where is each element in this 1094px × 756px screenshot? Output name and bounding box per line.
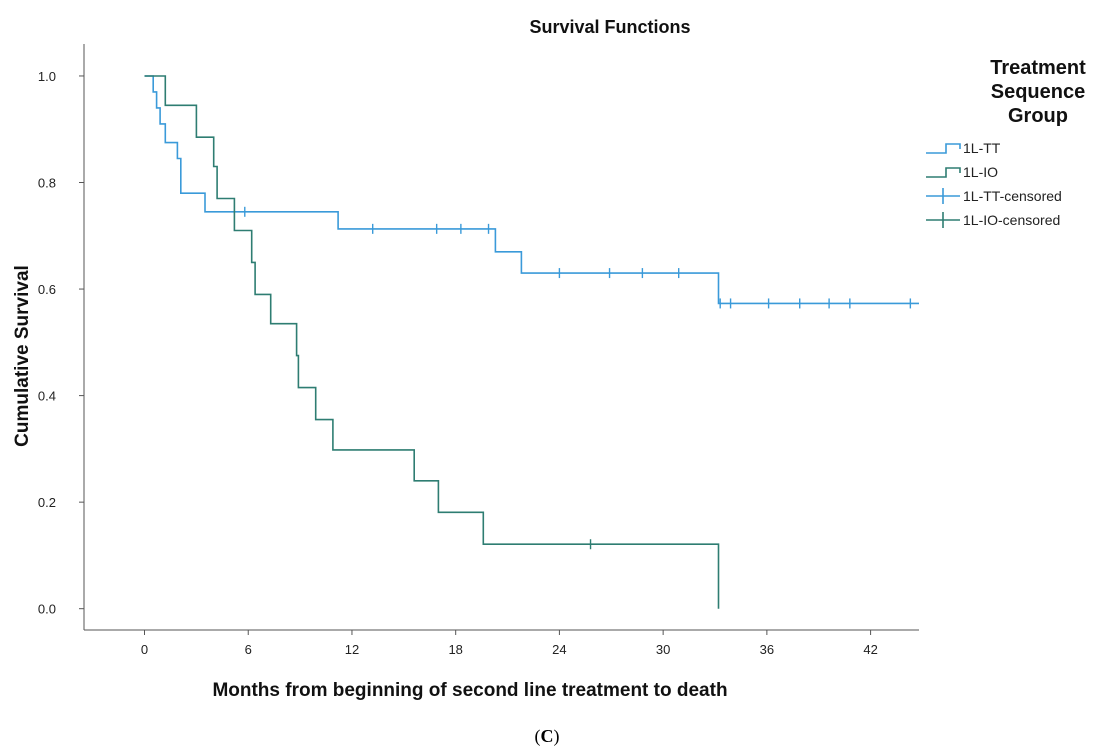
x-tick-label: 30: [656, 642, 670, 657]
series-line-1l-io: [144, 75, 720, 609]
x-tick-label: 24: [552, 642, 566, 657]
y-tick-label: 0.2: [38, 495, 56, 510]
x-ticks: 0 6 12 18 24 30 36 42: [141, 630, 878, 657]
chart-title: Survival Functions: [529, 17, 690, 37]
x-tick-label: 42: [863, 642, 877, 657]
legend-label: 1L-IO: [963, 164, 998, 180]
axes: [83, 44, 919, 631]
y-axis-title: Cumulative Survival: [12, 265, 33, 447]
legend-title-line-2: Sequence: [991, 81, 1085, 103]
plot-area: [144, 75, 919, 609]
legend: Treatment Sequence Group 1L-TT1L-IO1L-TT…: [926, 57, 1086, 228]
series-line-1l-tt: [144, 75, 919, 305]
legend-title-line-1: Treatment: [990, 57, 1086, 79]
y-tick-label: 1.0: [38, 69, 56, 84]
legend-items: 1L-TT 1L-IO 1L-TT-censored 1L-IO-censored: [926, 140, 1062, 228]
y-ticks: 0.0 0.2 0.4 0.6 0.8 1.0: [38, 69, 84, 617]
legend-symbol: [926, 143, 961, 154]
caption-letter: C: [540, 726, 554, 746]
panel-caption: (C): [0, 726, 1094, 747]
y-tick-label: 0.6: [38, 282, 56, 297]
y-tick-label: 0.0: [38, 602, 56, 617]
x-tick-label: 6: [245, 642, 252, 657]
x-tick-label: 36: [760, 642, 774, 657]
y-tick-label: 0.8: [38, 176, 56, 191]
legend-label: 1L-TT-censored: [963, 188, 1062, 204]
legend-symbol: [926, 167, 961, 178]
survival-chart: Survival Functions 0 6 12 18 24 30 36 42 0.0 0.2…: [12, 17, 1086, 701]
legend-label: 1L-TT: [963, 140, 1001, 156]
legend-title-line-3: Group: [1008, 105, 1068, 127]
x-tick-label: 12: [345, 642, 359, 657]
x-tick-label: 0: [141, 642, 148, 657]
legend-label: 1L-IO-censored: [963, 212, 1060, 228]
y-tick-label: 0.4: [38, 389, 56, 404]
x-axis-title: Months from beginning of second line tre…: [212, 680, 727, 701]
caption-close: ): [553, 726, 560, 746]
x-tick-label: 18: [448, 642, 462, 657]
caption-open: (: [534, 726, 541, 746]
